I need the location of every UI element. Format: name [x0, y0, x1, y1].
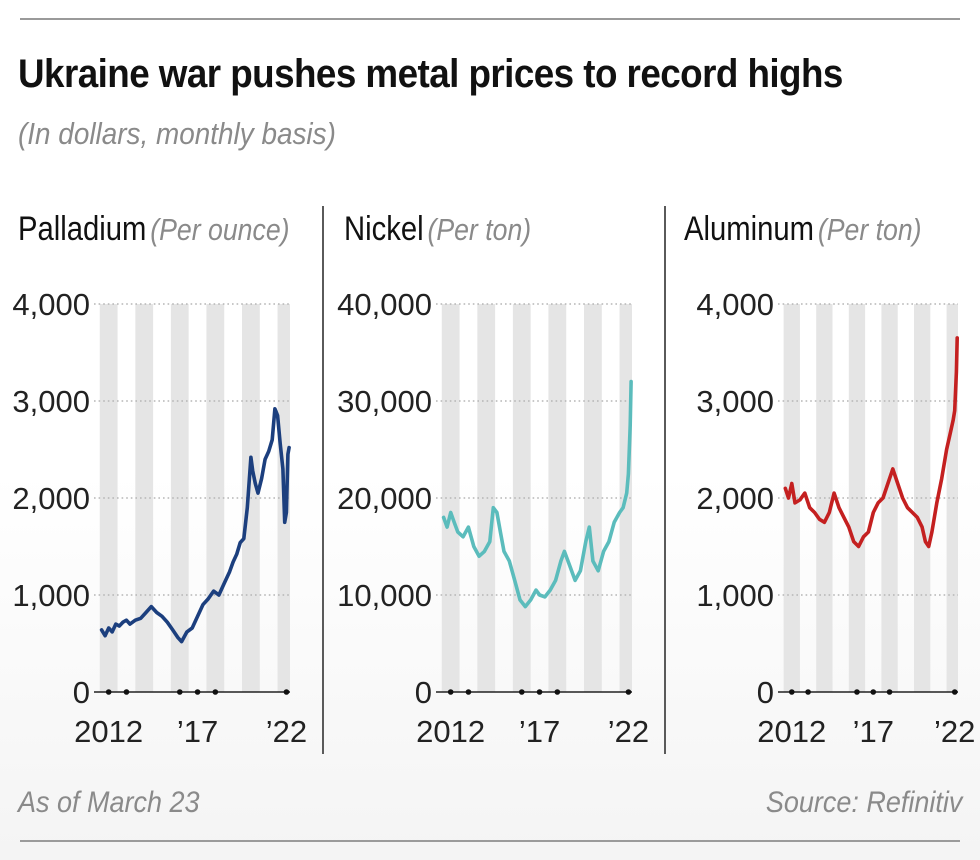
x-tick-label: ’17 — [519, 714, 560, 749]
panel-unit: (Per ton) — [817, 212, 922, 247]
chart-title: Ukraine war pushes metal prices to recor… — [18, 52, 843, 96]
x-axis-dot — [465, 689, 472, 695]
panel-name: Aluminum — [684, 210, 815, 248]
y-tick-label: 3,000 — [696, 384, 774, 419]
y-tick-label: 0 — [415, 675, 432, 710]
panel-divider — [322, 206, 324, 754]
aluminum-panel: Aluminum (Per ton) 0 1,000 2,000 3,000 4,000… — [684, 200, 975, 770]
y-tick-label: 1,000 — [12, 578, 90, 613]
x-axis-dot — [788, 689, 795, 695]
x-tick-label: ’17 — [177, 714, 218, 749]
x-tick-label: ’22 — [608, 714, 649, 749]
nickel-panel: Nickel (Per ton) 0 10,000 20,000 30,000 40,0… — [337, 200, 649, 770]
panel-title: Palladium (Per ounce) — [18, 210, 290, 249]
x-tick-label: ’22 — [266, 714, 307, 749]
y-tick-label: 1,000 — [696, 578, 774, 613]
y-tick-label: 3,000 — [12, 384, 90, 419]
x-axis-dot — [447, 689, 454, 695]
year-band — [170, 304, 189, 692]
y-tick-label: 30,000 — [337, 384, 432, 419]
y-tick-label: 4,000 — [696, 287, 774, 322]
panel-title: Aluminum (Per ton) — [684, 210, 922, 249]
x-axis-dot — [805, 689, 811, 695]
y-tick-label: 2,000 — [12, 481, 90, 516]
x-axis-dot — [176, 689, 183, 695]
year-band — [946, 304, 958, 692]
panel-unit: (Per ounce) — [150, 212, 290, 247]
source-note: Source: Refinitiv — [765, 786, 962, 819]
footnote: As of March 23 — [18, 786, 200, 819]
x-tick-label: 2012 — [416, 714, 485, 749]
x-axis-dot — [854, 689, 860, 695]
palladium-chart: 0 1,000 2,000 3,000 4,000 2012 ’17 ’22 — [12, 287, 307, 749]
x-axis-dot — [870, 689, 877, 695]
x-axis-dot — [105, 689, 112, 695]
y-tick-label: 4,000 — [12, 287, 90, 322]
y-tick-label: 10,000 — [337, 578, 432, 613]
series-line — [441, 379, 633, 609]
x-tick-label: 2012 — [757, 714, 826, 749]
year-band — [477, 304, 496, 692]
top-rule — [20, 18, 960, 20]
y-tick-label: 20,000 — [337, 481, 432, 516]
x-axis-dot — [886, 689, 893, 695]
y-tick-label: 2,000 — [696, 481, 774, 516]
x-axis-dot — [951, 689, 958, 695]
x-axis-dot — [625, 689, 632, 695]
chart-subtitle: (In dollars, monthly basis) — [18, 116, 336, 151]
x-axis-dot — [212, 689, 219, 695]
x-axis-dot — [554, 689, 561, 695]
x-tick-label: ’17 — [853, 714, 894, 749]
x-axis-dot — [194, 689, 201, 695]
series-line — [99, 407, 291, 644]
x-tick-label: 2012 — [74, 714, 143, 749]
x-axis-dot — [518, 689, 525, 695]
series-line — [783, 336, 959, 549]
palladium-panel: Palladium (Per ounce) 0 1,000 2,000 3,000 4,… — [12, 200, 318, 770]
aluminum-chart: 0 1,000 2,000 3,000 4,000 2012 ’17 ’22 — [696, 287, 975, 749]
panel-divider — [664, 206, 666, 754]
x-tick-label: ’22 — [934, 714, 975, 749]
nickel-chart: 0 10,000 20,000 30,000 40,000 2012 ’17 ’22 — [337, 287, 649, 749]
x-axis-dot — [536, 689, 543, 695]
y-tick-label: 40,000 — [337, 287, 432, 322]
panel-title: Nickel (Per ton) — [344, 210, 531, 249]
y-tick-label: 0 — [757, 675, 774, 710]
x-axis-dot — [123, 689, 130, 695]
bottom-rule — [20, 840, 960, 842]
panel-name: Nickel — [344, 210, 424, 248]
year-band — [135, 304, 154, 692]
panel-unit: (Per ton) — [427, 212, 532, 247]
x-axis-dot — [283, 689, 290, 695]
panel-name: Palladium — [18, 210, 147, 248]
y-tick-label: 0 — [73, 675, 90, 710]
